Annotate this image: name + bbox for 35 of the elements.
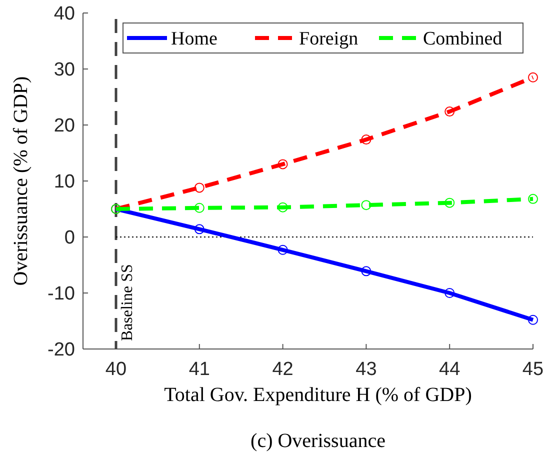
point: [278, 244, 288, 255]
point: [444, 106, 455, 117]
x-tick-label: 45: [522, 359, 544, 380]
ref-line-label: Baseline SS: [119, 264, 136, 341]
y-tick-label: 20: [54, 116, 75, 137]
y-axis-title: Overissuance (% of GDP): [10, 76, 32, 286]
point: [278, 202, 288, 212]
legend-label: Combined: [423, 28, 503, 50]
point: [528, 72, 538, 82]
x-axis-title: Total Gov. Expenditure H (% of GDP): [164, 384, 472, 406]
x-tick-label: 41: [188, 359, 210, 380]
y-tick-label: -20: [48, 340, 75, 361]
point: [444, 288, 455, 298]
point: [194, 202, 204, 213]
legend-label: Home: [171, 28, 218, 50]
point: [194, 182, 204, 193]
y-tick-label: -10: [48, 284, 75, 305]
point: [278, 159, 288, 170]
text: (c) Overissuance: [250, 430, 386, 452]
x-tick-label: 42: [272, 359, 294, 380]
x-tick-label: 44: [439, 359, 461, 380]
y-tick-label: 0: [64, 228, 75, 249]
y-tick-label: 30: [54, 60, 75, 81]
point: [361, 134, 372, 145]
point: [528, 314, 538, 325]
legend-label: Foreign: [299, 28, 359, 50]
point: [361, 266, 372, 276]
x-tick-label: 40: [105, 359, 127, 380]
y-tick-label: 40: [54, 4, 75, 25]
y-tick-label: 10: [54, 172, 75, 193]
x-tick-label: 43: [356, 359, 377, 380]
point: [194, 224, 204, 234]
point: [444, 198, 455, 208]
point: [528, 194, 538, 204]
point: [361, 200, 372, 210]
